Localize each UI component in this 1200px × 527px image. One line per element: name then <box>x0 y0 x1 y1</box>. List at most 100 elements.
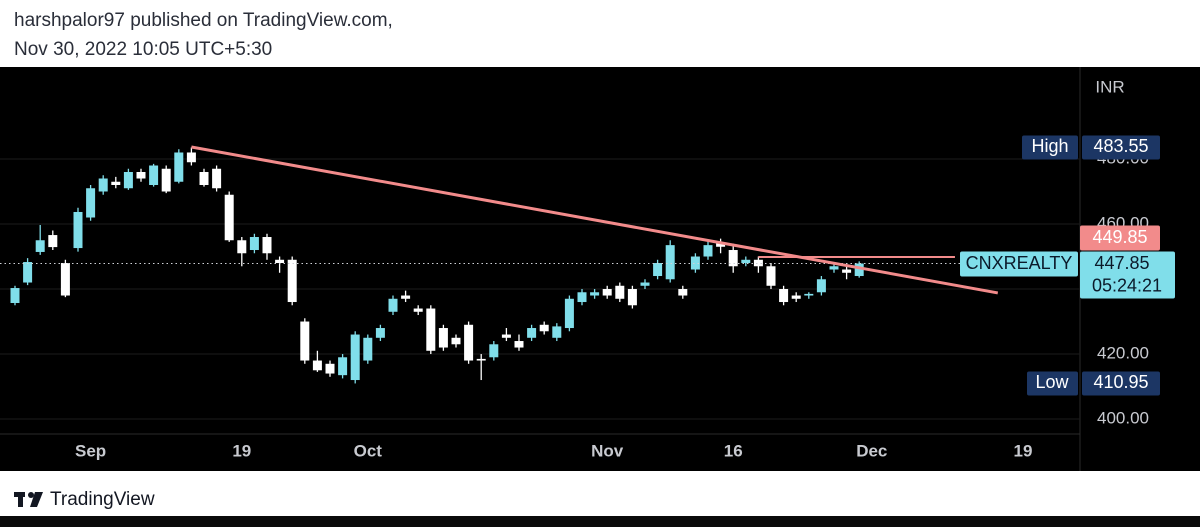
candle-body <box>136 171 146 179</box>
candle-body <box>602 289 612 296</box>
footer-brand: TradingView <box>50 489 155 510</box>
candle-body <box>527 328 537 338</box>
candle-body <box>665 245 675 280</box>
candle-body <box>501 334 511 338</box>
candle-body <box>262 237 272 254</box>
candle-body <box>237 240 247 254</box>
y-tick-label: 400.00 <box>1097 409 1149 428</box>
bottom-strip <box>0 516 1200 527</box>
candle-body <box>753 259 763 267</box>
candle-body <box>426 308 436 351</box>
candle-body <box>275 259 285 264</box>
candle-body <box>577 292 587 303</box>
candle-body <box>703 245 713 257</box>
candle-body <box>690 256 700 270</box>
x-tick-label: Oct <box>354 441 383 460</box>
alert-value: 449.85 <box>1092 227 1147 247</box>
candle-body <box>564 298 574 329</box>
candle-body <box>375 328 385 338</box>
candle-body <box>350 334 360 381</box>
candle-body <box>249 237 259 251</box>
candle-body <box>413 308 423 312</box>
high-tag <box>1022 135 1078 160</box>
low-value: 410.95 <box>1093 372 1148 392</box>
y-tick-label: 420.00 <box>1097 344 1149 363</box>
high-value-tag <box>1082 135 1160 160</box>
countdown: 05:24:21 <box>1092 275 1162 295</box>
x-tick-label: 19 <box>1014 441 1033 460</box>
candle-body <box>489 344 499 358</box>
candle-body <box>829 266 839 270</box>
candle-body <box>287 259 297 303</box>
candle-body <box>728 250 738 267</box>
trendline <box>191 145 999 295</box>
candle-body <box>791 295 801 299</box>
plot: 400.00420.00440.00460.00480.00INRSep19Oc… <box>0 77 1175 460</box>
candle-body <box>174 152 184 182</box>
candle-body <box>653 263 663 277</box>
candle-body <box>161 168 171 192</box>
candle-body <box>224 194 234 241</box>
last-value: 447.85 <box>1094 253 1149 273</box>
header-line: harshpalor97 published on TradingView.co… <box>14 10 393 31</box>
candle-body <box>338 357 348 376</box>
symbol-label: CNXREALTY <box>966 253 1073 273</box>
candle-body <box>476 358 486 361</box>
symbol-tag <box>960 251 1078 277</box>
candle-body <box>35 240 45 252</box>
candle-body <box>86 188 96 218</box>
low-value-tag <box>1082 371 1160 396</box>
candle-body <box>212 168 222 189</box>
header-line: Nov 30, 2022 10:05 UTC+5:30 <box>14 39 272 60</box>
candle-body <box>23 262 33 283</box>
logo <box>14 492 43 507</box>
candle-body <box>816 279 826 293</box>
candle-body <box>98 178 108 192</box>
x-tick-label: Sep <box>75 441 106 460</box>
candle-body <box>48 235 58 248</box>
candle-body <box>716 243 726 247</box>
x-tick-label: Nov <box>591 441 624 460</box>
candle-body <box>464 324 474 361</box>
candle-body <box>10 288 20 303</box>
candle-body <box>186 152 196 163</box>
candle-body <box>678 289 688 296</box>
candle-body <box>627 289 637 306</box>
high-label: High <box>1031 136 1068 156</box>
high-value: 483.55 <box>1093 136 1148 156</box>
candle-body <box>514 341 524 348</box>
candle-body <box>123 171 133 189</box>
x-tick-label: 16 <box>724 441 743 460</box>
candle-body <box>451 337 461 345</box>
low-tag <box>1027 371 1078 396</box>
candle-body <box>804 293 814 296</box>
candle-body <box>552 326 562 338</box>
candle-body <box>73 211 83 249</box>
header-bg <box>0 0 1200 67</box>
candle-body <box>199 171 209 185</box>
candle-body <box>615 285 625 299</box>
x-tick-label: 19 <box>232 441 251 460</box>
candle-body <box>842 269 852 273</box>
candle-body <box>401 295 411 299</box>
candle-body <box>312 360 322 371</box>
candle-body <box>111 181 121 185</box>
low-label: Low <box>1035 372 1069 392</box>
x-tick-label: Dec <box>856 441 887 460</box>
candle-body <box>325 363 335 374</box>
candle-body <box>741 259 751 264</box>
candle-body <box>779 289 789 303</box>
alert-tag <box>1080 225 1160 251</box>
candle-body <box>766 266 776 286</box>
candle-body <box>300 321 310 361</box>
candle-body <box>590 292 600 296</box>
candle-body <box>363 337 373 361</box>
candle-body <box>640 282 650 286</box>
y-unit: INR <box>1095 77 1124 96</box>
last-value-tag <box>1080 251 1175 299</box>
candle-body <box>438 328 448 348</box>
candle-body <box>388 298 398 312</box>
candle-body <box>854 263 864 277</box>
